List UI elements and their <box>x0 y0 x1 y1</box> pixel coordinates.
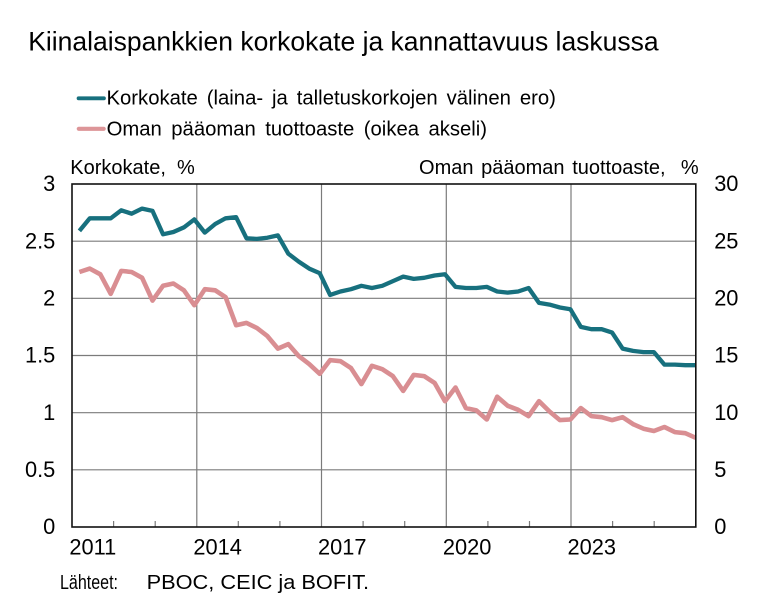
svg-text:Kiinalaispankkien korkokate ja: Kiinalaispankkien korkokate ja kannattav… <box>28 27 659 57</box>
svg-text:5: 5 <box>714 457 726 482</box>
svg-text:2014: 2014 <box>193 535 242 560</box>
svg-text:2: 2 <box>43 286 55 311</box>
svg-text:15: 15 <box>714 343 738 368</box>
svg-text:Korkokate (laina- ja talletusk: Korkokate (laina- ja talletuskorkojen vä… <box>107 88 556 110</box>
svg-text:1: 1 <box>43 400 55 425</box>
svg-text:2017: 2017 <box>318 535 367 560</box>
svg-text:2023: 2023 <box>568 535 617 560</box>
svg-text:20: 20 <box>714 286 738 311</box>
svg-text:Oman pääoman tuottoaste (oikea: Oman pääoman tuottoaste (oikea akseli) <box>107 118 487 140</box>
svg-text:25: 25 <box>714 228 738 253</box>
svg-text:3: 3 <box>43 171 55 196</box>
svg-text:0.5: 0.5 <box>25 457 55 482</box>
svg-text:1.5: 1.5 <box>25 343 55 368</box>
svg-text:10: 10 <box>714 400 738 425</box>
svg-text:2011: 2011 <box>69 535 116 560</box>
svg-text:Lähteet:: Lähteet: <box>60 572 118 594</box>
svg-text:Korkokate, %: Korkokate, % <box>70 157 195 179</box>
svg-text:30: 30 <box>714 171 738 196</box>
svg-text:2.5: 2.5 <box>25 228 55 253</box>
svg-text:Oman pääoman tuottoaste, %: Oman pääoman tuottoaste, % <box>419 157 699 179</box>
svg-text:2020: 2020 <box>443 535 492 560</box>
svg-text:0: 0 <box>714 514 726 539</box>
svg-text:0: 0 <box>43 514 55 539</box>
svg-text:PBOC, CEIC ja BOFIT.: PBOC, CEIC ja BOFIT. <box>147 572 370 594</box>
